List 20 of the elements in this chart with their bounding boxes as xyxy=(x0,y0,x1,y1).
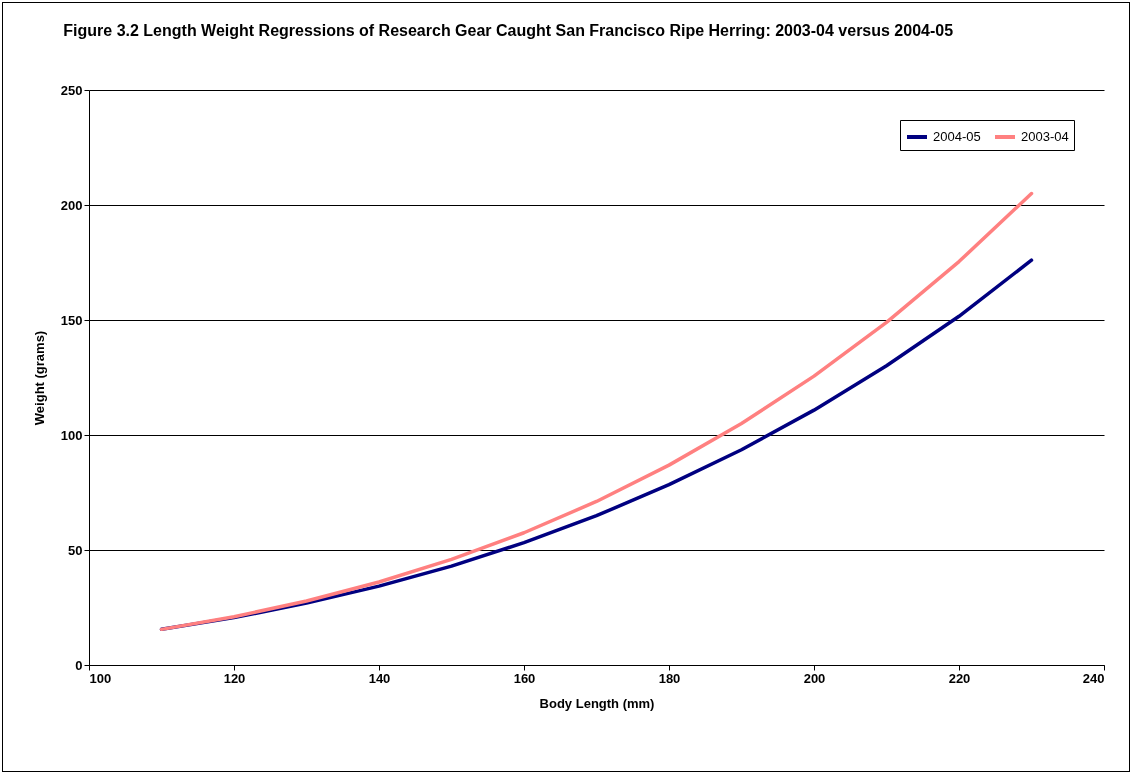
x-tick-label: 160 xyxy=(513,670,536,686)
y-tick-label: 250 xyxy=(60,82,83,98)
x-tick-label: 240 xyxy=(1082,670,1105,686)
x-tick-label: 220 xyxy=(948,670,971,686)
x-tick-label: 200 xyxy=(803,670,826,686)
legend-label: 2003-04 xyxy=(1021,129,1069,144)
line-series xyxy=(159,191,1034,632)
x-tick-label: 120 xyxy=(223,670,246,686)
y-tick-label: 200 xyxy=(60,197,83,213)
x-tick-label: 180 xyxy=(658,670,681,686)
x-tick-label: 140 xyxy=(368,670,391,686)
legend-label: 2004-05 xyxy=(933,129,981,144)
y-tick-label: 100 xyxy=(60,427,83,443)
chart-title: Figure 3.2 Length Weight Regressions of Research Gear Caught San Francisco Ripe Herring: 2003-04 versus 2004-05 xyxy=(63,22,954,39)
y-tick-label: 50 xyxy=(68,542,83,558)
y-tick-label: 0 xyxy=(75,657,83,673)
x-tick-label: 100 xyxy=(89,670,112,686)
y-axis-title: Weight (grams) xyxy=(31,330,47,426)
y-tick-label: 150 xyxy=(60,312,83,328)
x-axis-title: Body Length (mm) xyxy=(539,695,655,711)
